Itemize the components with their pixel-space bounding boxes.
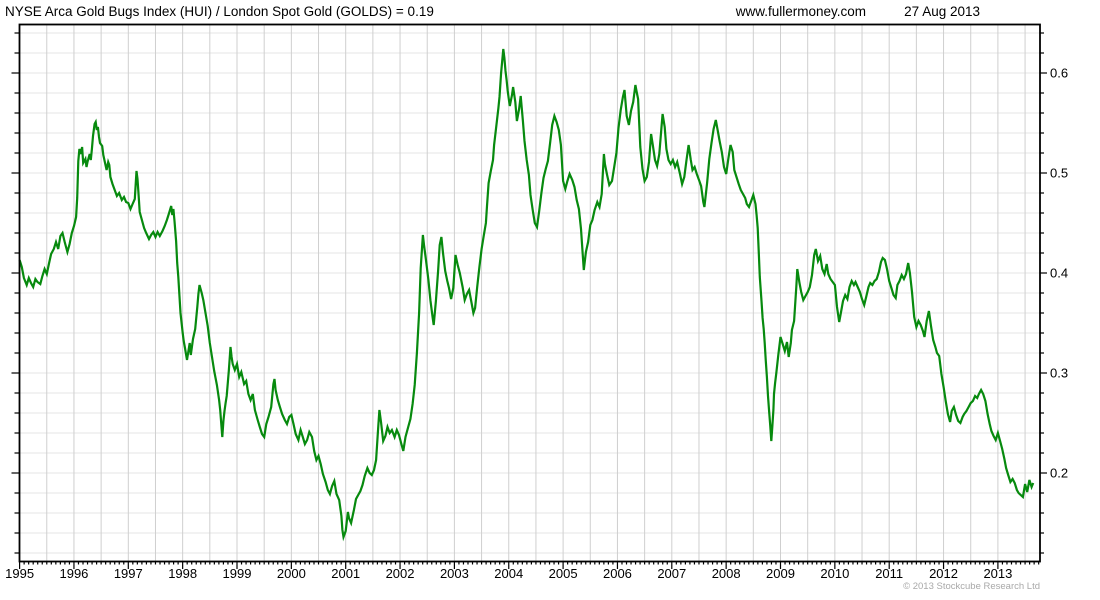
x-axis-label: 2006 — [603, 566, 632, 581]
x-axis-label: 2007 — [657, 566, 686, 581]
y-axis-ticks — [11, 32, 1047, 554]
x-axis-labels: 1995 1996 1997 1998 1999 2000 2001 2002 2003 2004… — [5, 566, 1012, 581]
y-axis-label: 0.4 — [1050, 266, 1068, 281]
x-axis-label: 2005 — [549, 566, 578, 581]
chart-date: 27 Aug 2013 — [904, 4, 980, 19]
fullermoney-link[interactable]: www.fullermoney.com — [735, 4, 866, 19]
chart-title: NYSE Arca Gold Bugs Index (HUI) / London… — [5, 4, 434, 19]
x-axis-label: 2011 — [875, 566, 903, 581]
y-axis-label: 0.5 — [1050, 166, 1068, 181]
y-axis-label: 0.3 — [1050, 366, 1068, 381]
x-axis-label: 2004 — [494, 566, 523, 581]
x-axis-label: 2002 — [386, 566, 415, 581]
horizontal-gridlines — [19, 32, 1040, 554]
ratio-line-series — [18, 48, 1035, 542]
x-axis-label: 1998 — [168, 566, 197, 581]
x-axis-label: 1999 — [223, 566, 252, 581]
x-axis-ticks — [19, 561, 1040, 569]
x-axis-label: 2009 — [766, 566, 795, 581]
x-axis-label: 2000 — [277, 566, 306, 581]
y-axis-labels: 0.2 0.3 0.4 0.5 0.6 — [1050, 66, 1068, 481]
x-axis-label: 1995 — [5, 566, 34, 581]
x-axis-label: 2003 — [440, 566, 469, 581]
vertical-gridlines — [46, 24, 1026, 562]
x-axis-label: 2010 — [820, 566, 849, 581]
x-axis-label: 1996 — [59, 566, 88, 581]
y-axis-label: 0.6 — [1050, 66, 1068, 81]
y-axis-label: 0.2 — [1050, 466, 1068, 481]
x-axis-label: 2001 — [331, 566, 360, 581]
x-axis-label: 2013 — [983, 566, 1012, 581]
copyright-notice: © 2013 Stockcube Research Ltd — [903, 581, 1040, 592]
chart-header: NYSE Arca Gold Bugs Index (HUI) / London… — [0, 0, 1040, 24]
x-axis-label: 1997 — [114, 566, 143, 581]
x-axis-label: 2008 — [712, 566, 741, 581]
x-axis-label: 2012 — [929, 566, 958, 581]
